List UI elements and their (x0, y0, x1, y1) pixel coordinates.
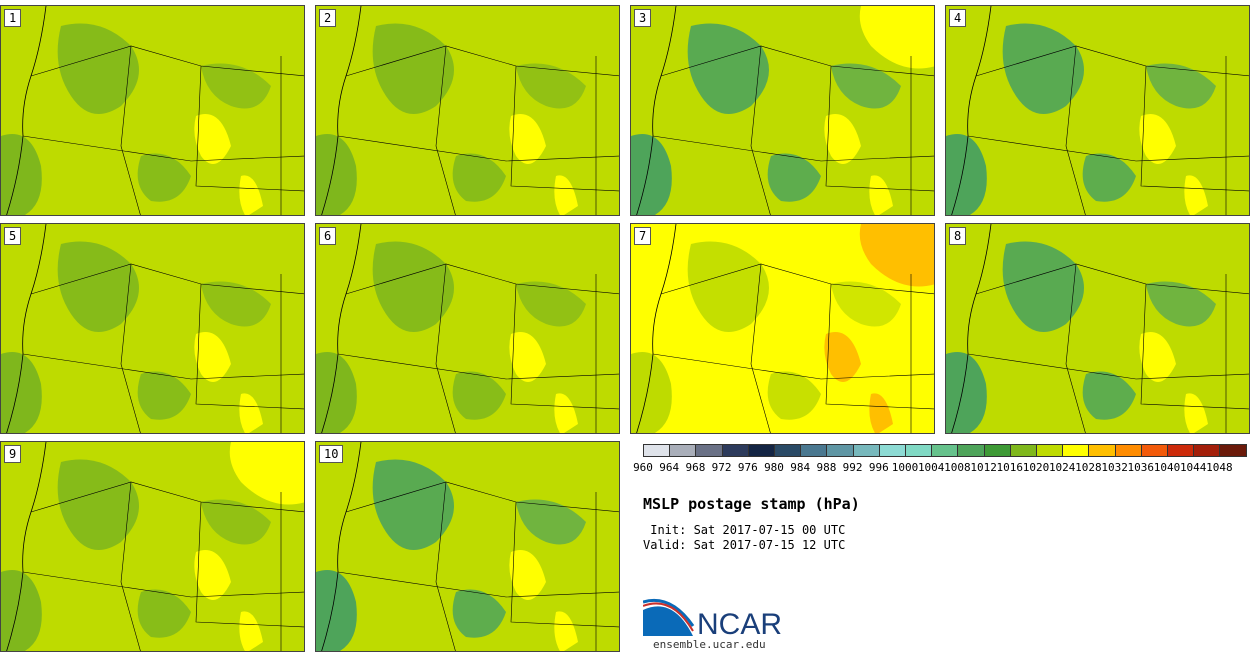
member-label: 3 (634, 9, 652, 27)
member-label: 10 (319, 445, 344, 463)
colorbar-swatch (957, 444, 985, 457)
ncar-logo: NCAR (642, 596, 793, 642)
colorbar-swatch (852, 444, 880, 457)
member-label: 9 (4, 445, 22, 463)
member-label: 1 (4, 9, 22, 27)
colorbar-swatch (800, 444, 828, 457)
mslp-field (1, 224, 304, 433)
colorbar-tick-label: 972 (711, 461, 732, 474)
colorbar-tick-label: 1036 (1127, 461, 1155, 474)
colorbar-swatch (1219, 444, 1247, 457)
colorbar-tick-label: 960 (633, 461, 653, 474)
colorbar-swatch (1036, 444, 1064, 457)
member-label: 6 (319, 227, 337, 245)
colorbar-tick-label: 968 (685, 461, 706, 474)
mslp-field (631, 6, 934, 215)
mslp-field (316, 6, 619, 215)
map-panel: 1 (0, 5, 305, 216)
colorbar-tick-label: 1032 (1101, 461, 1128, 474)
chart-title: MSLP postage stamp (hPa) (643, 495, 860, 513)
map-panel: 2 (315, 5, 620, 216)
mslp-field (316, 442, 619, 651)
colorbar-tick-label: 988 (816, 461, 837, 474)
mslp-field (316, 224, 619, 433)
mslp-field (946, 224, 1249, 433)
colorbar-tick-label: 1000 (891, 461, 919, 474)
member-label: 2 (319, 9, 337, 27)
colorbar-swatch (695, 444, 723, 457)
map-panel: 7 (630, 223, 935, 434)
colorbar-swatch (643, 444, 671, 457)
colorbar-tick-label: 1028 (1075, 461, 1102, 474)
colorbar-tick-label: 1024 (1048, 461, 1076, 474)
colorbar-swatch (1062, 444, 1090, 457)
init-time: Init: Sat 2017-07-15 00 UTC (643, 523, 846, 537)
map-panel: 5 (0, 223, 305, 434)
colorbar-swatch (826, 444, 854, 457)
colorbar-tick-label: 1016 (996, 461, 1024, 474)
mslp-field (1, 442, 304, 651)
map-panel: 10 (315, 441, 620, 652)
colorbar-swatch (1193, 444, 1221, 457)
member-label: 4 (949, 9, 967, 27)
mslp-field (946, 6, 1249, 215)
map-panel: 6 (315, 223, 620, 434)
colorbar-swatch (905, 444, 933, 457)
mslp-field (1, 6, 304, 215)
colorbar-swatch (1088, 444, 1116, 457)
logo-text: NCAR (697, 608, 782, 638)
colorbar-tick-label: 964 (659, 461, 680, 474)
valid-time: Valid: Sat 2017-07-15 12 UTC (643, 538, 846, 552)
colorbar-swatch (1009, 444, 1037, 457)
colorbar-swatch (1114, 444, 1142, 457)
member-label: 8 (949, 227, 967, 245)
colorbar-tick-label: 1004 (917, 461, 945, 474)
colorbar-tick-label: 1012 (970, 461, 997, 474)
colorbar-tick-label: 992 (842, 461, 863, 474)
map-panel: 3 (630, 5, 935, 216)
colorbar-tick-label: 1044 (1179, 461, 1207, 474)
member-label: 7 (634, 227, 652, 245)
colorbar-swatch (669, 444, 697, 457)
colorbar-tick-label: 996 (868, 461, 889, 474)
colorbar-swatch (878, 444, 906, 457)
logo-url: ensemble.ucar.edu (653, 638, 766, 651)
colorbar-swatch (721, 444, 749, 457)
colorbar-tick-label: 980 (764, 461, 784, 474)
colorbar-swatch (983, 444, 1011, 457)
map-panel: 8 (945, 223, 1250, 434)
colorbar-tick-label: 1040 (1153, 461, 1181, 474)
map-panel: 4 (945, 5, 1250, 216)
colorbar-tick-label: 984 (790, 461, 811, 474)
colorbar-tick-label: 976 (737, 461, 758, 474)
colorbar-swatch (1140, 444, 1168, 457)
mslp-field (631, 224, 934, 433)
colorbar-swatch (774, 444, 802, 457)
colorbar-swatch (931, 444, 959, 457)
colorbar-swatch (747, 444, 775, 457)
colorbar-tick-label: 1008 (944, 461, 971, 474)
member-label: 5 (4, 227, 22, 245)
colorbar-swatch (1167, 444, 1195, 457)
colorbar-tick-label: 1020 (1022, 461, 1050, 474)
map-panel: 9 (0, 441, 305, 652)
colorbar-tick-label: 1048 (1206, 461, 1233, 474)
